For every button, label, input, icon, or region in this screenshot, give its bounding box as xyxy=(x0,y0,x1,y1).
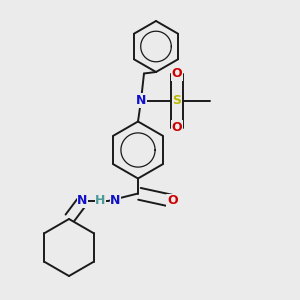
Text: S: S xyxy=(172,94,182,107)
Text: N: N xyxy=(136,94,146,107)
Text: O: O xyxy=(167,194,178,208)
Text: H: H xyxy=(95,194,106,207)
Text: N: N xyxy=(110,194,121,208)
Text: O: O xyxy=(172,121,182,134)
Text: O: O xyxy=(172,67,182,80)
Text: N: N xyxy=(77,194,88,208)
